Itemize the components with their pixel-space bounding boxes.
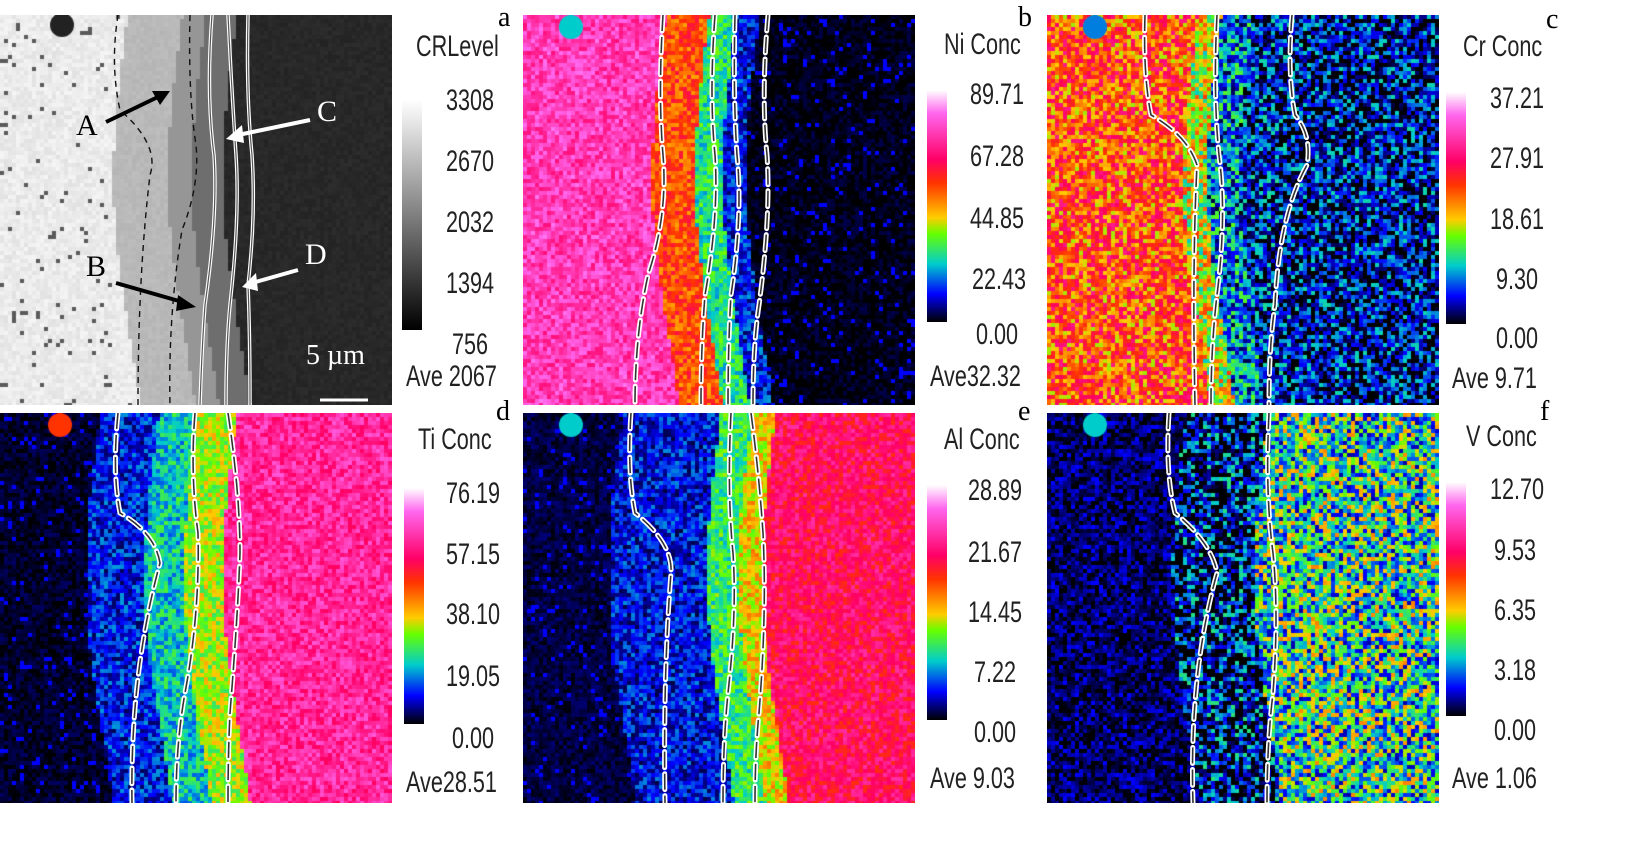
tick-f-4: 0.00 — [1494, 714, 1537, 747]
panel-e-overlay — [627, 413, 767, 803]
tick-c-2: 18.61 — [1490, 203, 1545, 236]
cr-conc-map — [1047, 15, 1439, 405]
label-b: B — [86, 250, 107, 283]
ave-d: Ave28.51 — [406, 766, 497, 799]
label-a: A — [76, 109, 98, 142]
tick-a-3: 1394 — [446, 267, 495, 300]
tick-b-3: 22.43 — [972, 263, 1027, 296]
tick-e-3: 7.22 — [974, 656, 1017, 689]
panel-d-overlay — [112, 413, 243, 803]
tick-b-0: 89.71 — [970, 78, 1025, 111]
panel-a: A B C D 5 µm — [0, 15, 392, 405]
tick-a-4: 756 — [452, 328, 489, 361]
panel-letter-e: e — [1018, 396, 1031, 427]
colorbar-e — [927, 485, 947, 720]
panel-b-overlay — [632, 15, 771, 405]
tick-c-3: 9.30 — [1496, 263, 1539, 296]
panel-c — [1047, 15, 1439, 405]
tick-e-0: 28.89 — [968, 474, 1023, 507]
colorbar-c — [1446, 92, 1466, 324]
tick-f-0: 12.70 — [1490, 473, 1545, 506]
ave-f: Ave 1.06 — [1452, 762, 1537, 795]
colorbar-b — [927, 90, 947, 322]
tick-c-4: 0.00 — [1496, 322, 1539, 355]
ave-a: Ave 2067 — [406, 360, 497, 393]
tick-d-2: 38.10 — [446, 598, 501, 631]
tick-d-1: 57.15 — [446, 538, 501, 571]
scale-title-f: V Conc — [1466, 420, 1537, 453]
tick-a-1: 2670 — [446, 145, 495, 178]
tick-c-1: 27.91 — [1490, 142, 1545, 175]
scale-bar-label: 5 µm — [306, 340, 365, 371]
scale-title-a: CRLevel — [416, 30, 499, 63]
tick-f-1: 9.53 — [1494, 534, 1537, 567]
tick-e-1: 21.67 — [968, 536, 1023, 569]
tick-a-2: 2032 — [446, 206, 495, 239]
tick-d-3: 19.05 — [446, 660, 501, 693]
tick-f-2: 6.35 — [1494, 594, 1537, 627]
panel-letter-c: c — [1546, 4, 1559, 35]
tick-b-2: 44.85 — [970, 202, 1025, 235]
tick-b-4: 0.00 — [976, 318, 1019, 351]
label-c: C — [317, 95, 338, 128]
ave-c: Ave 9.71 — [1452, 362, 1537, 395]
panel-f-overlay — [1165, 413, 1279, 803]
colorbar-d — [404, 488, 424, 724]
panel-b — [523, 15, 915, 405]
panel-letter-a: a — [498, 2, 511, 33]
v-conc-map — [1047, 413, 1439, 803]
scale-title-d: Ti Conc — [418, 423, 492, 456]
cr-level-map — [0, 15, 392, 405]
panel-e — [523, 413, 915, 803]
tick-e-2: 14.45 — [968, 596, 1023, 629]
ave-b: Ave32.32 — [930, 360, 1021, 393]
tick-b-1: 67.28 — [970, 140, 1025, 173]
scale-title-b: Ni Conc — [944, 28, 1021, 61]
panel-letter-d: d — [496, 396, 510, 427]
panel-f — [1047, 413, 1439, 803]
colorbar-a — [402, 100, 422, 330]
tick-d-0: 76.19 — [446, 477, 501, 510]
scale-title-e: Al Conc — [944, 423, 1020, 456]
scale-title-c: Cr Conc — [1463, 30, 1543, 63]
colorbar-f — [1446, 482, 1466, 716]
panel-c-overlay — [1142, 15, 1311, 405]
tick-a-0: 3308 — [446, 84, 495, 117]
tick-e-4: 0.00 — [974, 716, 1017, 749]
label-d: D — [305, 238, 327, 271]
ti-conc-map — [0, 413, 392, 803]
panel-d — [0, 413, 392, 803]
ni-conc-map — [523, 15, 915, 405]
tick-d-4: 0.00 — [452, 722, 495, 755]
tick-c-0: 37.21 — [1490, 82, 1545, 115]
panel-a-overlay — [105, 15, 368, 405]
al-conc-map — [523, 413, 915, 803]
ave-e: Ave 9.03 — [930, 762, 1015, 795]
panel-letter-f: f — [1540, 396, 1550, 427]
panel-letter-b: b — [1018, 2, 1032, 33]
tick-f-3: 3.18 — [1494, 654, 1537, 687]
